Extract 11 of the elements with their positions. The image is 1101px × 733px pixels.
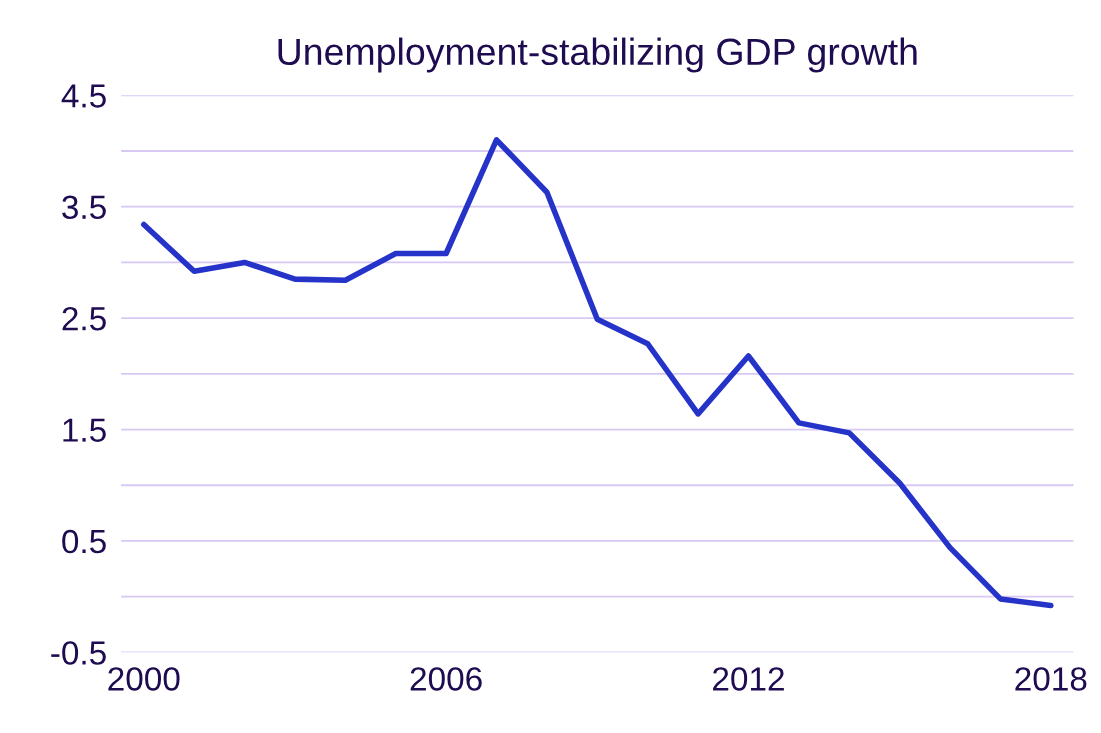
x-tick-label: 2012 xyxy=(713,667,784,691)
x-tick-label: 2000 xyxy=(108,667,180,691)
y-tick-label: 4.5 xyxy=(61,84,106,108)
y-tick-label: 1.5 xyxy=(63,418,106,442)
chart-title: Unemployment-stabilizing GDP growth xyxy=(278,37,917,73)
x-tick-label: 2006 xyxy=(410,667,482,691)
x-tick-label: 2018 xyxy=(1015,667,1087,691)
y-tick-label: 3.5 xyxy=(62,195,106,220)
y-tick-label: 2.5 xyxy=(62,306,106,331)
y-tick-label: -0.5 xyxy=(51,641,106,665)
y-tick-label: 0.5 xyxy=(62,529,106,554)
